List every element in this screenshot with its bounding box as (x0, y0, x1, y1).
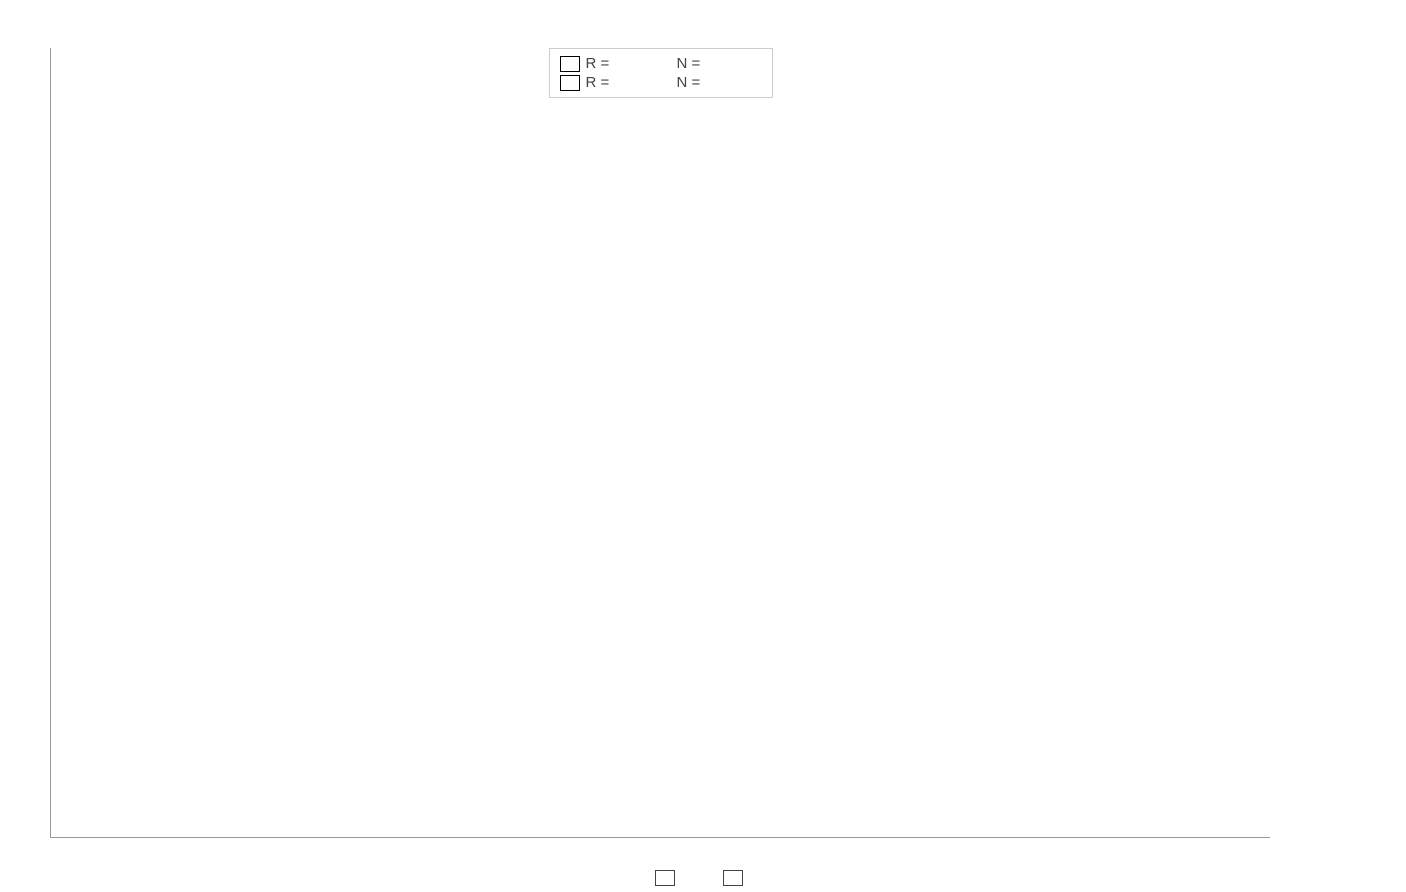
legend-item-cabo (723, 870, 751, 886)
series-legend (50, 870, 1356, 886)
plot-area: R = N = R = N = (50, 48, 1270, 838)
trend-lines (51, 48, 1270, 837)
n-label: N = (677, 74, 701, 91)
swatch-cabo (560, 75, 580, 91)
stats-row-cabo: R = N = (560, 74, 762, 91)
swatch-ghana (560, 56, 580, 72)
r-label: R = (586, 55, 610, 72)
stats-legend: R = N = R = N = (549, 48, 773, 98)
stats-row-ghana: R = N = (560, 55, 762, 72)
n-label: N = (677, 55, 701, 72)
header (14, 10, 1392, 38)
swatch-ghana (655, 870, 675, 886)
legend-item-ghana (655, 870, 683, 886)
r-label: R = (586, 74, 610, 91)
swatch-cabo (723, 870, 743, 886)
